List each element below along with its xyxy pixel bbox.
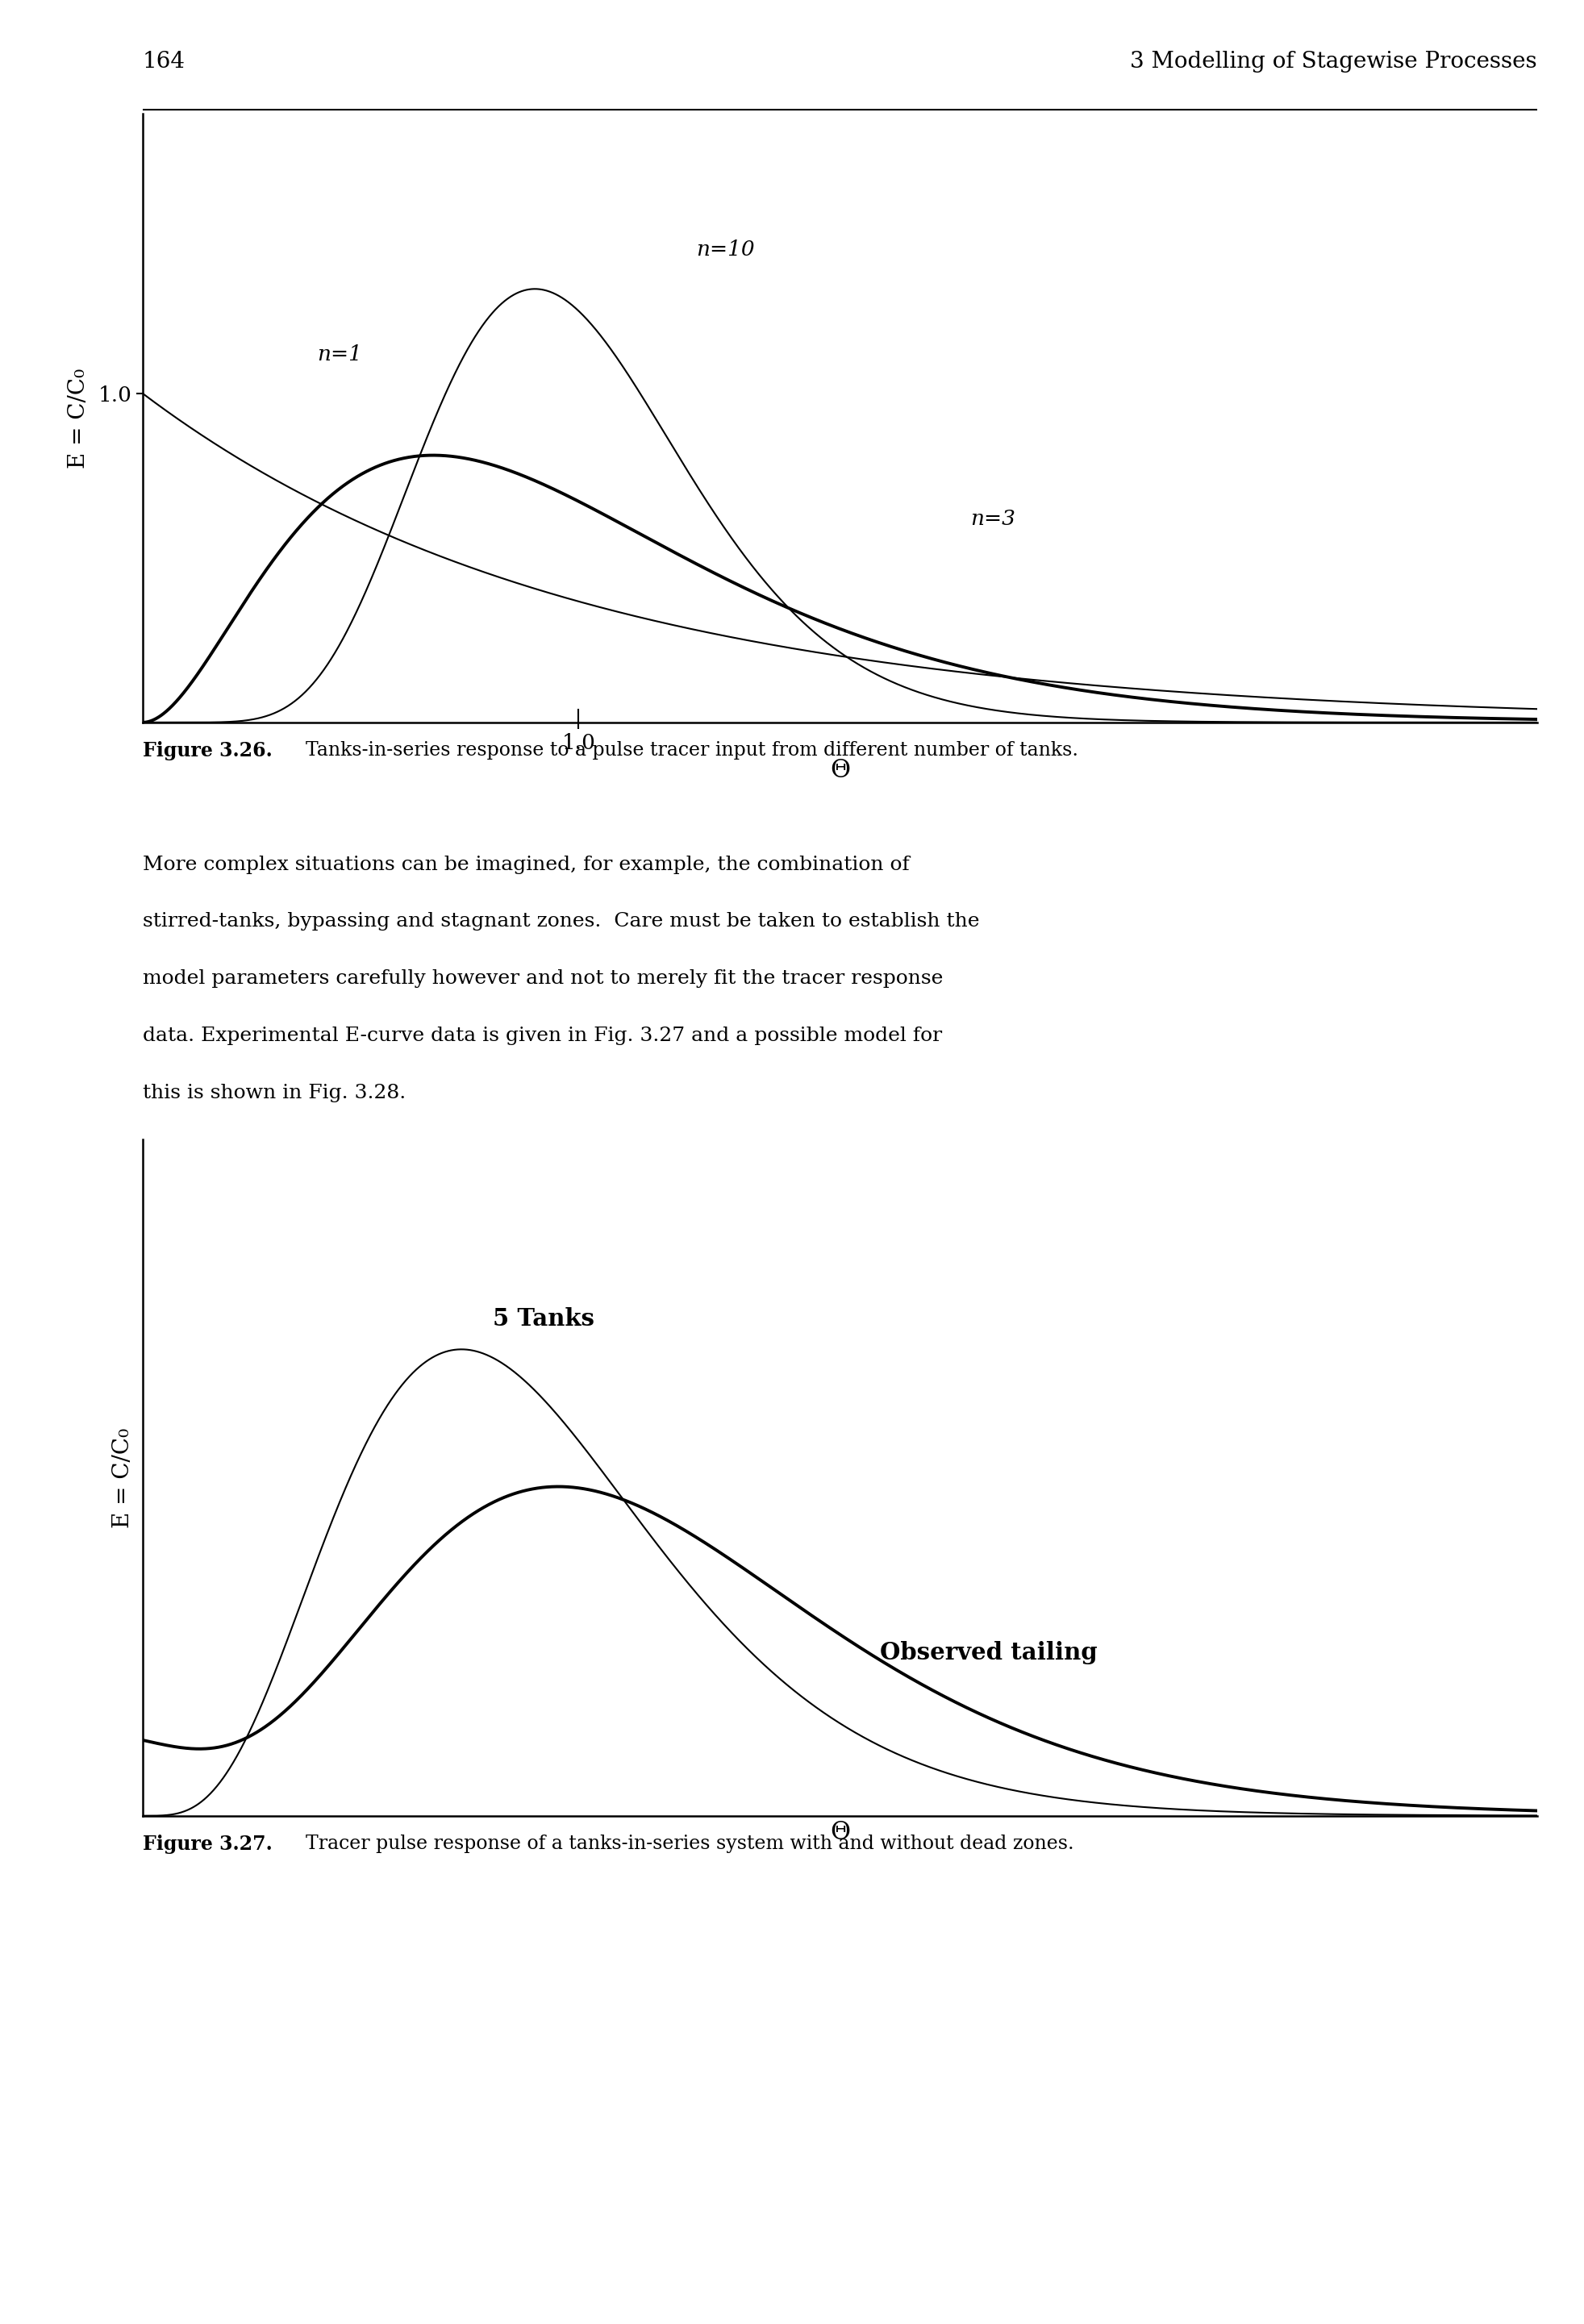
Text: 164: 164 xyxy=(143,51,185,72)
Y-axis label: E = C/C₀: E = C/C₀ xyxy=(112,1427,133,1527)
Text: Figure 3.27.: Figure 3.27. xyxy=(143,1834,272,1855)
Text: n=3: n=3 xyxy=(969,509,1015,530)
Text: model parameters carefully however and not to merely fit the tracer response: model parameters carefully however and n… xyxy=(143,969,942,988)
Text: n=1: n=1 xyxy=(317,344,361,365)
Text: More complex situations can be imagined, for example, the combination of: More complex situations can be imagined,… xyxy=(143,855,909,874)
Text: data. Experimental E-curve data is given in Fig. 3.27 and a possible model for: data. Experimental E-curve data is given… xyxy=(143,1027,941,1046)
Text: 5 Tanks: 5 Tanks xyxy=(493,1308,594,1332)
Text: Tanks-in-series response to a pulse tracer input from different number of tanks.: Tanks-in-series response to a pulse trac… xyxy=(293,741,1077,760)
Text: 3 Modelling of Stagewise Processes: 3 Modelling of Stagewise Processes xyxy=(1129,51,1536,72)
Text: n=10: n=10 xyxy=(695,239,754,260)
Y-axis label: E = C/C₀: E = C/C₀ xyxy=(68,367,89,467)
Text: Tracer pulse response of a tanks-in-series system with and without dead zones.: Tracer pulse response of a tanks-in-seri… xyxy=(293,1834,1072,1852)
Text: Figure 3.26.: Figure 3.26. xyxy=(143,741,272,760)
Text: Observed tailing: Observed tailing xyxy=(879,1641,1096,1664)
X-axis label: Θ: Θ xyxy=(830,1820,849,1845)
Text: stirred-tanks, bypassing and stagnant zones.  Care must be taken to establish th: stirred-tanks, bypassing and stagnant zo… xyxy=(143,913,979,932)
X-axis label: Θ: Θ xyxy=(830,758,849,783)
Text: this is shown in Fig. 3.28.: this is shown in Fig. 3.28. xyxy=(143,1083,406,1102)
